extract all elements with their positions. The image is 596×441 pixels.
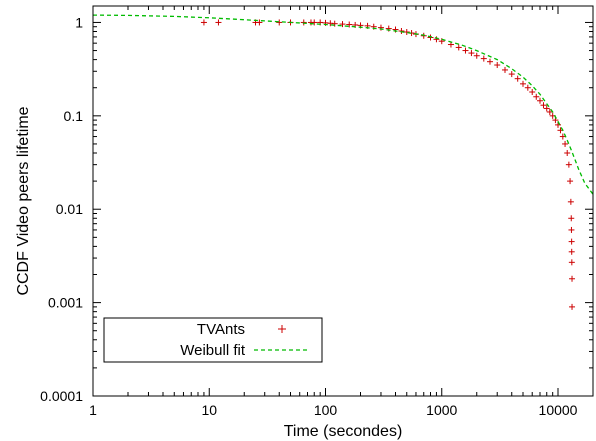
legend-label-weibull-fit: Weibull fit <box>180 342 246 359</box>
legend-samples <box>254 325 310 351</box>
tvants-point <box>339 21 346 28</box>
tvants-point <box>567 198 574 205</box>
tvants-point <box>462 47 469 54</box>
y-tick-label: 0.0001 <box>40 388 83 404</box>
tvants-point <box>486 58 493 65</box>
tvants-point <box>433 36 440 43</box>
tvants-point <box>473 52 480 59</box>
tvants-point <box>559 133 566 140</box>
tvants-point <box>200 19 207 26</box>
tvants-point <box>555 121 562 128</box>
legend-box <box>103 317 323 363</box>
tvants-point <box>533 93 540 100</box>
tvants-point <box>494 62 501 69</box>
plot-frame <box>92 5 594 397</box>
tvants-point <box>480 55 487 62</box>
tvants-point <box>468 50 475 57</box>
plot-marks <box>93 14 593 310</box>
tvants-point <box>564 149 571 156</box>
tvants-point <box>543 105 550 112</box>
tvants-point <box>311 19 318 26</box>
tvants-point <box>524 84 531 91</box>
tvants-point <box>569 303 576 310</box>
tvants-point <box>427 34 434 41</box>
legend-label-tvants: TVAnts <box>197 321 245 338</box>
tvants-point <box>568 238 575 245</box>
tvants-point <box>403 29 410 36</box>
x-tick-label: 1 <box>89 402 97 418</box>
tvants-point <box>276 19 283 26</box>
tvants-point <box>569 275 576 282</box>
tvants-point <box>568 248 575 255</box>
y-tick-label: 0.1 <box>64 108 84 124</box>
legend-sample-tvants <box>278 325 286 333</box>
x-tick-label: 1000 <box>426 402 457 418</box>
axis-ticks: 1 10 100 1000 10000 0.0001 0.001 0.01 0.1 1 <box>40 6 594 418</box>
tvants-point <box>514 75 521 82</box>
y-tick-label: 1 <box>75 14 83 30</box>
tvants-point <box>455 44 462 51</box>
x-tick-label: 10 <box>201 402 217 418</box>
tvants-point <box>568 259 575 266</box>
tvants-point <box>215 19 222 26</box>
tvants-point <box>540 102 547 109</box>
x-tick-label: 10000 <box>539 402 578 418</box>
tvants-point <box>346 21 353 28</box>
tvants-point <box>520 80 527 87</box>
tvants-point <box>256 19 263 26</box>
tvants-point <box>508 71 515 78</box>
tvants-point <box>331 20 338 27</box>
legend: TVAnts Weibull fit <box>103 317 323 363</box>
tvants-point <box>568 226 575 233</box>
series-layer <box>93 14 593 310</box>
tvants-point <box>562 140 569 147</box>
tvants-point <box>536 97 543 104</box>
tvants-point <box>565 161 572 168</box>
y-tick-label: 0.001 <box>48 295 83 311</box>
tvants-point <box>546 108 553 115</box>
tvants-point <box>568 215 575 222</box>
weibull-fit-line <box>93 14 593 195</box>
y-tick-label: 0.01 <box>56 201 83 217</box>
tvants-point <box>300 19 307 26</box>
tvants-point <box>502 66 509 73</box>
x-axis-title: Time (secondes) <box>284 423 403 440</box>
tvants-point <box>398 27 405 34</box>
tvants-point <box>529 88 536 95</box>
y-axis-title: CCDF Video peers lifetime <box>15 106 32 295</box>
tvants-point <box>567 178 574 185</box>
x-tick-label: 100 <box>314 402 338 418</box>
